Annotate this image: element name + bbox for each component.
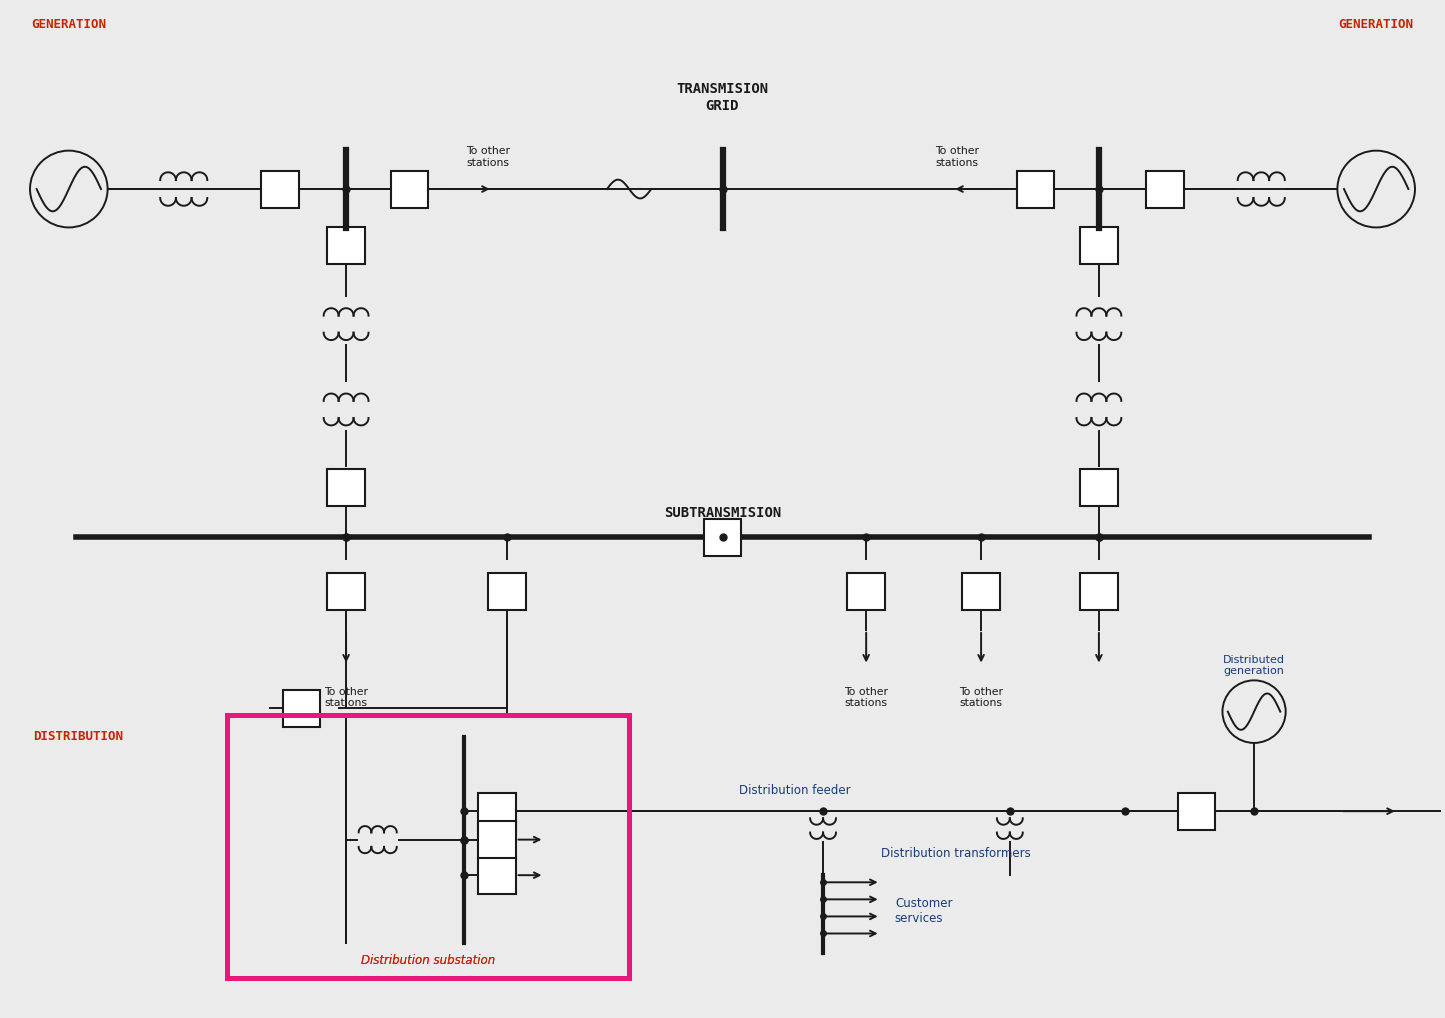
Bar <box>328 227 364 265</box>
Bar <box>847 573 884 610</box>
Bar <box>962 573 1000 610</box>
Bar <box>1146 171 1183 208</box>
Text: TRANSMISION
GRID: TRANSMISION GRID <box>676 82 769 113</box>
Bar <box>1081 227 1117 265</box>
Text: To other
stations: To other stations <box>844 687 889 709</box>
Bar <box>328 469 364 506</box>
Bar <box>478 793 516 830</box>
Bar <box>262 171 299 208</box>
Text: GENERATION: GENERATION <box>32 18 107 32</box>
Bar <box>1178 793 1215 830</box>
Text: To other
stations: To other stations <box>959 687 1003 709</box>
Bar <box>478 822 516 858</box>
Bar <box>488 573 526 610</box>
Text: GENERATION: GENERATION <box>1338 18 1413 32</box>
Bar <box>283 689 321 727</box>
Bar <box>227 716 629 978</box>
Bar <box>1081 469 1117 506</box>
Text: To other
stations: To other stations <box>935 147 978 168</box>
Bar <box>478 857 516 894</box>
Text: To other
stations: To other stations <box>324 687 368 709</box>
Text: SUBTRANSMISION: SUBTRANSMISION <box>663 506 782 520</box>
Bar <box>704 519 741 556</box>
Text: Distribution transformers: Distribution transformers <box>880 847 1030 860</box>
Bar <box>390 171 428 208</box>
Text: Distribution substation: Distribution substation <box>361 954 496 967</box>
Text: Distribution feeder: Distribution feeder <box>738 784 850 797</box>
Text: DISTRIBUTION: DISTRIBUTION <box>33 730 123 743</box>
Text: Distributed
generation: Distributed generation <box>1222 655 1285 676</box>
Bar <box>1081 573 1117 610</box>
Text: Customer
services: Customer services <box>894 897 952 924</box>
Bar <box>1017 171 1055 208</box>
Text: Distribution substation: Distribution substation <box>361 954 496 967</box>
Bar <box>328 573 364 610</box>
Bar <box>227 716 629 978</box>
Text: To other
stations: To other stations <box>467 147 510 168</box>
